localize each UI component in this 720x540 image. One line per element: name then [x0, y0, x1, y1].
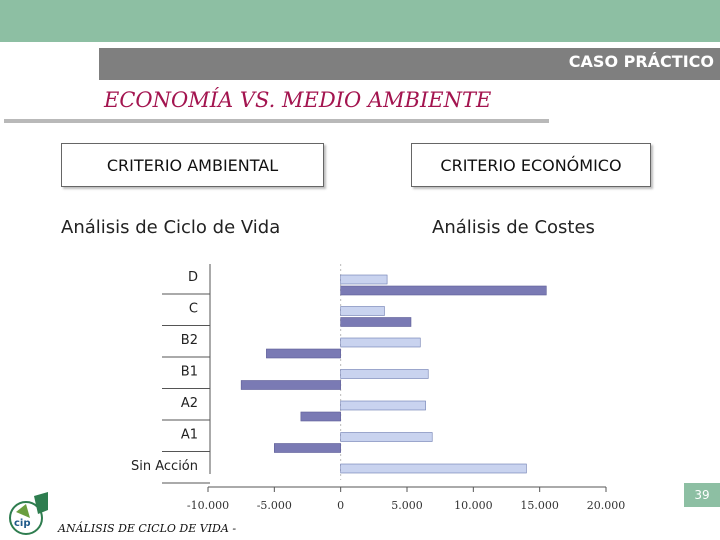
bar-series-1 — [340, 369, 429, 379]
method-economic: Análisis de Costes — [432, 217, 595, 238]
top-band — [0, 0, 720, 42]
bar-series-2 — [340, 317, 412, 327]
category-label: A2 — [181, 396, 198, 411]
bar-series-1 — [340, 400, 426, 411]
institution-logo: cip — [9, 492, 48, 535]
comparison-bar-chart: D C B2 B1 A2 A1 Sin Acción -10.000 -5.000 0 5.000 1… — [131, 264, 626, 512]
footer-text: ANÁLISIS DE CICLO DE VIDA - — [58, 522, 237, 535]
category-label: B1 — [181, 365, 198, 380]
value-tick-label: -5.000 — [257, 499, 292, 512]
bar-series-2 — [240, 380, 341, 390]
bar-series-1 — [340, 463, 527, 474]
category-label: D — [188, 270, 198, 285]
method-environmental: Análisis de Ciclo de Vida — [61, 217, 281, 238]
category-label: B2 — [181, 333, 198, 348]
bar-series-1 — [340, 432, 433, 442]
category-label: C — [189, 302, 198, 317]
bar-series-2 — [340, 285, 547, 296]
value-tick-label: 5.000 — [391, 499, 423, 512]
category-label: Sin Acción — [131, 459, 198, 474]
bar-series-2 — [266, 348, 341, 359]
criterion-box-economic: CRITERIO ECONÓMICO — [411, 143, 651, 187]
value-tick-label: 0 — [337, 499, 344, 512]
section-label: CASO PRÁCTICO — [568, 52, 714, 71]
page-number: 39 — [684, 483, 720, 507]
header-bar — [99, 48, 720, 80]
value-tick-label: -10.000 — [187, 499, 229, 512]
bar-series-1 — [340, 274, 388, 285]
bar-series-2 — [300, 411, 341, 422]
title-underline — [4, 119, 549, 123]
category-label: A1 — [181, 428, 198, 443]
bar-series-1 — [340, 306, 385, 316]
bar-series-2 — [274, 443, 341, 453]
criterion-box-environmental: CRITERIO AMBIENTAL — [61, 143, 324, 187]
criterion-label-environmental: CRITERIO AMBIENTAL — [106, 155, 279, 175]
value-tick-label: 10.000 — [454, 499, 493, 512]
slide-title: ECONOMÍA VS. MEDIO AMBIENTE — [104, 88, 492, 112]
value-tick-label: 15.000 — [520, 499, 559, 512]
bar-series-1 — [340, 337, 421, 348]
criterion-label-economic: CRITERIO ECONÓMICO — [440, 155, 622, 175]
svg-text:cip: cip — [14, 518, 31, 529]
value-tick-label: 20.000 — [587, 499, 626, 512]
